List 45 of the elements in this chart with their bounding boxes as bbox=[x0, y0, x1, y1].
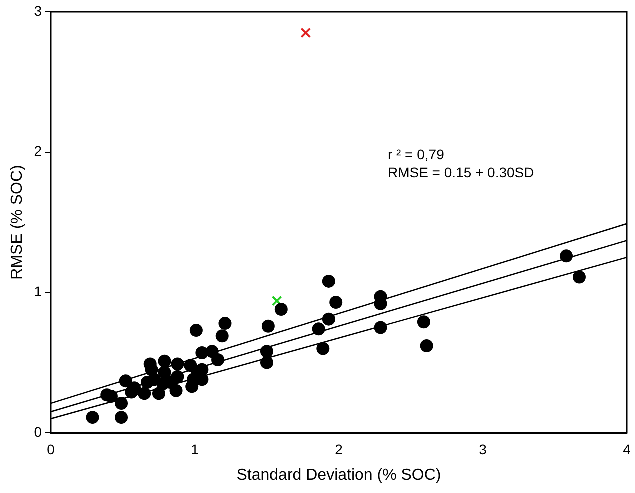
annotation: r ² = 0,79 bbox=[388, 146, 445, 163]
point bbox=[316, 342, 330, 356]
point bbox=[330, 296, 343, 309]
point bbox=[216, 330, 229, 343]
point bbox=[86, 411, 100, 424]
point bbox=[274, 303, 288, 316]
point bbox=[152, 387, 166, 400]
point bbox=[260, 356, 274, 370]
point bbox=[115, 411, 128, 424]
x-tick-label: 1 bbox=[191, 441, 200, 458]
point bbox=[417, 316, 430, 329]
point bbox=[300, 28, 312, 38]
point bbox=[212, 354, 225, 367]
x-tick-label: 4 bbox=[623, 441, 632, 458]
point bbox=[572, 270, 586, 284]
point bbox=[190, 324, 203, 338]
point bbox=[560, 250, 574, 263]
point bbox=[218, 317, 232, 330]
point bbox=[272, 296, 282, 306]
y-axis-title: RMSE (% SOC) bbox=[9, 165, 26, 280]
annotation: RMSE = 0.15 + 0.30SD bbox=[388, 164, 534, 181]
point bbox=[374, 321, 388, 334]
x-tick-label: 0 bbox=[47, 441, 56, 458]
point bbox=[420, 339, 434, 352]
y-tick-label: 3 bbox=[34, 2, 42, 19]
point bbox=[260, 345, 274, 358]
y-tick-label: 2 bbox=[34, 143, 42, 160]
point bbox=[115, 397, 128, 410]
point bbox=[171, 358, 184, 371]
point bbox=[322, 312, 336, 326]
x-tick-label: 3 bbox=[479, 441, 488, 458]
point bbox=[170, 384, 183, 398]
point bbox=[262, 320, 275, 333]
point bbox=[158, 354, 172, 368]
point bbox=[312, 322, 326, 336]
point bbox=[158, 366, 172, 380]
y-tick-label: 1 bbox=[34, 284, 42, 300]
point bbox=[119, 374, 132, 388]
point bbox=[322, 274, 336, 288]
point bbox=[128, 382, 142, 395]
point bbox=[138, 387, 152, 400]
y-tick-label: 0 bbox=[34, 424, 42, 440]
x-axis-title: Standard Deviation (% SOC) bbox=[236, 466, 442, 484]
point bbox=[171, 370, 184, 384]
x-tick-label: 2 bbox=[335, 441, 344, 458]
